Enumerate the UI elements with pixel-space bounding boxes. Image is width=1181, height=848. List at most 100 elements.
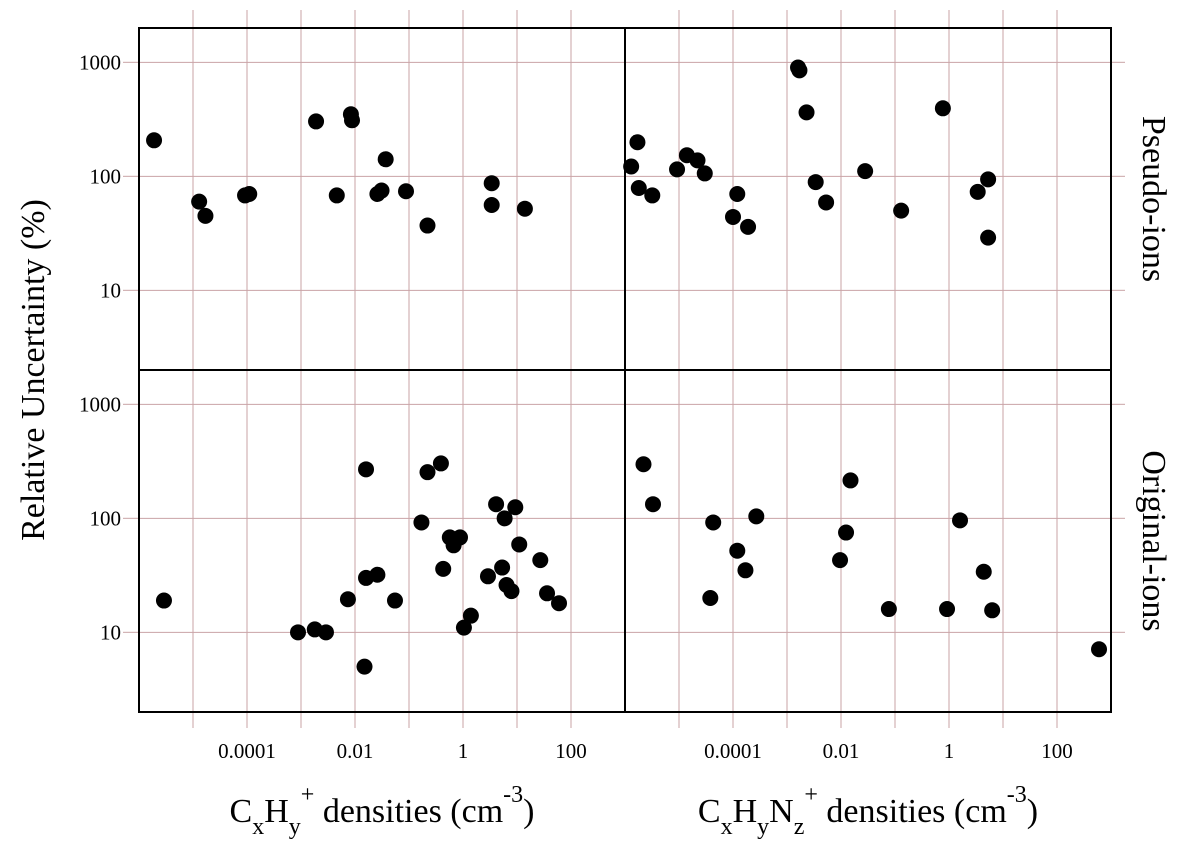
y-tick-label: 100 xyxy=(90,164,122,188)
point xyxy=(798,104,815,121)
label-part: + xyxy=(301,782,315,808)
point xyxy=(629,134,646,151)
point xyxy=(740,218,757,235)
y-tick-label: 1000 xyxy=(79,392,121,416)
x-tick-label: 1 xyxy=(944,739,955,763)
label-part: x xyxy=(252,814,264,840)
point xyxy=(857,163,874,180)
point xyxy=(479,568,496,585)
point xyxy=(488,496,505,513)
point xyxy=(455,619,472,636)
x-tick-label: 0.01 xyxy=(823,739,860,763)
x-tick-label: 100 xyxy=(555,739,587,763)
y-tick-label: 10 xyxy=(100,278,121,302)
point xyxy=(308,113,325,130)
point xyxy=(644,496,661,513)
point xyxy=(635,456,652,473)
point xyxy=(369,566,386,583)
label-part: densities (cm xyxy=(818,793,1007,830)
x-tick-label: 1 xyxy=(458,739,469,763)
point xyxy=(696,165,713,182)
label-part: C xyxy=(698,793,721,830)
point xyxy=(838,524,855,541)
panel-frame xyxy=(624,369,1112,713)
y-tick-label: 10 xyxy=(100,620,121,644)
point xyxy=(413,514,430,531)
point xyxy=(748,508,765,525)
point xyxy=(729,185,746,202)
strip-label: Original-ions xyxy=(1135,450,1172,631)
point xyxy=(702,590,719,606)
x-axis-label: CxHyNz + densities (cm-3) xyxy=(698,782,1038,840)
point xyxy=(435,560,452,577)
point xyxy=(452,529,469,546)
point xyxy=(516,200,533,217)
point xyxy=(832,552,849,569)
point xyxy=(191,193,208,210)
point xyxy=(975,563,992,580)
point xyxy=(818,194,835,211)
point xyxy=(398,183,415,200)
point xyxy=(644,187,661,204)
point xyxy=(146,132,163,149)
point xyxy=(432,455,449,472)
point xyxy=(507,499,524,516)
point xyxy=(290,624,307,641)
point xyxy=(483,175,500,192)
point xyxy=(939,601,956,618)
point xyxy=(623,158,640,175)
point xyxy=(791,62,808,79)
point xyxy=(725,208,741,225)
label-part: C xyxy=(230,793,253,830)
point xyxy=(373,182,390,199)
y-axis-label: Relative Uncertainty (%) xyxy=(15,199,52,541)
point xyxy=(842,472,859,489)
point xyxy=(358,461,375,478)
x-axis-label: CxHy+ densities (cm-3) xyxy=(230,782,535,840)
point xyxy=(689,152,706,169)
point xyxy=(737,562,754,579)
point xyxy=(356,658,373,675)
label-part: H xyxy=(733,793,758,830)
point xyxy=(496,510,513,527)
point xyxy=(386,592,403,609)
x-tick-label: 0.0001 xyxy=(704,739,762,763)
point xyxy=(241,185,258,202)
label-part: y xyxy=(757,814,769,840)
label-part: -3 xyxy=(503,782,523,808)
point xyxy=(705,514,722,531)
point xyxy=(969,183,986,200)
point xyxy=(462,607,479,624)
point xyxy=(551,595,568,612)
point xyxy=(630,179,647,196)
label-part: -3 xyxy=(1007,782,1027,808)
label-part: H xyxy=(264,793,289,830)
point xyxy=(880,601,897,618)
point xyxy=(503,583,520,600)
point xyxy=(511,536,528,553)
strip-label: Pseudo-ions xyxy=(1135,116,1172,282)
label-part: N xyxy=(769,793,794,830)
point xyxy=(893,202,910,219)
label-part: densities (cm xyxy=(314,793,503,830)
point xyxy=(807,174,824,191)
x-tick-label: 100 xyxy=(1041,739,1073,763)
y-tick-label: 1000 xyxy=(79,50,121,74)
x-tick-label: 0.01 xyxy=(337,739,374,763)
point xyxy=(483,197,500,214)
point xyxy=(934,100,951,117)
label-part: + xyxy=(804,782,818,808)
panel-frame xyxy=(138,369,626,713)
point xyxy=(980,229,997,246)
label-part: x xyxy=(721,814,733,840)
label-part: ) xyxy=(1027,793,1038,830)
label-part: z xyxy=(794,814,805,840)
point xyxy=(980,171,997,188)
point xyxy=(984,602,1001,619)
point xyxy=(669,161,686,178)
point xyxy=(328,187,345,204)
point xyxy=(952,512,969,529)
y-tick-label: 100 xyxy=(90,506,122,530)
label-part: ) xyxy=(523,793,534,830)
